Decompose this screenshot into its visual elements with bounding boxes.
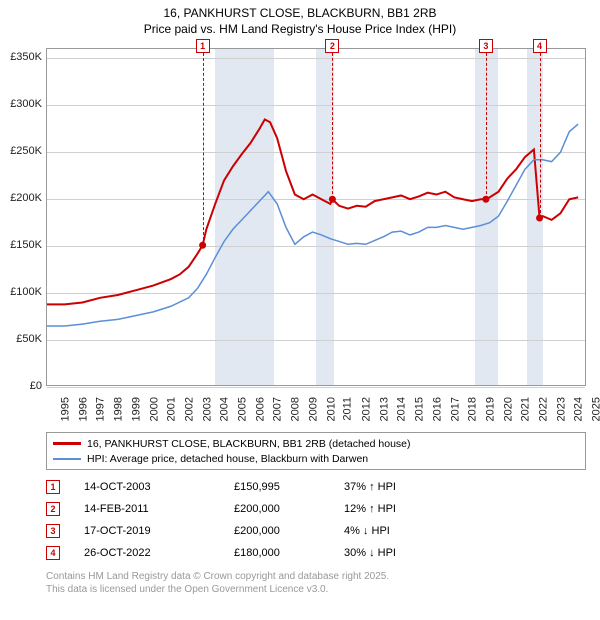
series-hpi: [47, 124, 578, 326]
table-price: £200,000: [234, 503, 344, 515]
x-axis-label: 2024: [573, 397, 585, 421]
grid-line: [47, 387, 585, 388]
marker-table: 1 14-OCT-2003£150,99537% ↑ HPI 2 14-FEB-201…: [46, 476, 464, 564]
table-row: 4 26-OCT-2022£180,00030% ↓ HPI: [46, 542, 464, 564]
x-axis-label: 1995: [59, 397, 71, 421]
x-axis-label: 1999: [130, 397, 142, 421]
x-axis-label: 2025: [591, 397, 600, 421]
table-marker-cell: 4: [46, 546, 60, 560]
x-axis-label: 2018: [467, 397, 479, 421]
legend-item: HPI: Average price, detached house, Blac…: [53, 451, 579, 466]
marker-box: 1: [196, 39, 210, 53]
x-axis-label: 2009: [307, 397, 319, 421]
marker-box: 2: [325, 39, 339, 53]
table-price: £200,000: [234, 525, 344, 537]
x-axis-label: 2007: [272, 397, 284, 421]
footer-line1: Contains HM Land Registry data © Crown c…: [46, 570, 586, 583]
marker-line: [332, 53, 333, 199]
x-axis-label: 2003: [201, 397, 213, 421]
table-marker-cell: 2: [46, 502, 60, 516]
x-axis-label: 2000: [148, 397, 160, 421]
table-marker-cell: 1: [46, 480, 60, 494]
x-axis-label: 2005: [237, 397, 249, 421]
table-price: £180,000: [234, 547, 344, 559]
marker-line: [203, 53, 204, 245]
legend-swatch: [53, 442, 81, 445]
table-date: 14-OCT-2003: [84, 481, 234, 493]
footer-line2: This data is licensed under the Open Gov…: [46, 583, 586, 596]
title-line1: 16, PANKHURST CLOSE, BLACKBURN, BB1 2RB: [0, 6, 600, 22]
marker-line: [540, 53, 541, 218]
marker-line: [486, 53, 487, 199]
x-axis-label: 2004: [219, 397, 231, 421]
x-axis-label: 1996: [77, 397, 89, 421]
y-axis-label: £0: [30, 380, 42, 392]
x-axis-label: 2023: [555, 397, 567, 421]
table-pct: 30% ↓ HPI: [344, 547, 464, 559]
table-row: 1 14-OCT-2003£150,99537% ↑ HPI: [46, 476, 464, 498]
table-date: 26-OCT-2022: [84, 547, 234, 559]
x-axis-label: 2016: [431, 397, 443, 421]
x-axis-label: 2012: [360, 397, 372, 421]
marker-box: 4: [533, 39, 547, 53]
y-axis-label: £250K: [10, 145, 42, 157]
table-pct: 37% ↑ HPI: [344, 481, 464, 493]
y-axis-label: £100K: [10, 286, 42, 298]
x-axis-label: 2015: [414, 397, 426, 421]
legend-label: HPI: Average price, detached house, Blac…: [87, 453, 368, 465]
x-axis-label: 1998: [113, 397, 125, 421]
x-axis-label: 2011: [342, 397, 354, 421]
table-price: £150,995: [234, 481, 344, 493]
legend-label: 16, PANKHURST CLOSE, BLACKBURN, BB1 2RB …: [87, 438, 411, 450]
x-axis-label: 1997: [95, 397, 107, 421]
x-axis-label: 2022: [538, 397, 550, 421]
chart-plot-area: 1995199619971998199920002001200220032004…: [46, 48, 586, 386]
chart-title: 16, PANKHURST CLOSE, BLACKBURN, BB1 2RB …: [0, 0, 600, 37]
line-series-layer: [47, 49, 585, 385]
legend-swatch: [53, 458, 81, 460]
x-axis-label: 2017: [449, 397, 461, 421]
x-axis-label: 2013: [378, 397, 390, 421]
legend-item: 16, PANKHURST CLOSE, BLACKBURN, BB1 2RB …: [53, 436, 579, 451]
x-axis-label: 2010: [325, 397, 337, 421]
x-axis-label: 2020: [502, 397, 514, 421]
table-marker-cell: 3: [46, 524, 60, 538]
footer-attribution: Contains HM Land Registry data © Crown c…: [46, 570, 586, 596]
y-axis-label: £200K: [10, 192, 42, 204]
table-row: 3 17-OCT-2019£200,0004% ↓ HPI: [46, 520, 464, 542]
chart-legend: 16, PANKHURST CLOSE, BLACKBURN, BB1 2RB …: [46, 432, 586, 470]
x-axis-label: 2006: [254, 397, 266, 421]
y-axis-label: £50K: [16, 333, 42, 345]
title-line2: Price paid vs. HM Land Registry's House …: [0, 22, 600, 38]
y-axis-label: £300K: [10, 98, 42, 110]
x-axis-label: 2008: [290, 397, 302, 421]
y-axis-label: £150K: [10, 239, 42, 251]
table-date: 14-FEB-2011: [84, 503, 234, 515]
series-property: [47, 119, 578, 304]
x-axis-label: 2001: [166, 397, 178, 421]
marker-box: 3: [479, 39, 493, 53]
x-axis-label: 2002: [183, 397, 195, 421]
y-axis-label: £350K: [10, 51, 42, 63]
table-row: 2 14-FEB-2011£200,00012% ↑ HPI: [46, 498, 464, 520]
x-axis-label: 2019: [484, 397, 496, 421]
table-pct: 12% ↑ HPI: [344, 503, 464, 515]
table-pct: 4% ↓ HPI: [344, 525, 464, 537]
x-axis-label: 2021: [520, 397, 532, 421]
x-axis-label: 2014: [396, 397, 408, 421]
table-date: 17-OCT-2019: [84, 525, 234, 537]
